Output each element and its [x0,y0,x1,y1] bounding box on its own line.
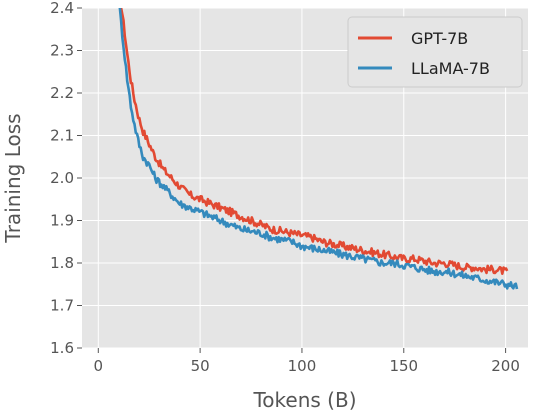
legend-label-llama-7b: LLaMA-7B [411,59,490,78]
y-tick-label: 2.4 [50,0,74,17]
grid [82,7,528,349]
y-axis-label: Training Loss [1,113,25,243]
y-tick-label: 1.8 [50,254,74,272]
y-tick-label: 2.1 [50,127,74,145]
x-axis-label: Tokens (B) [252,388,356,412]
legend: GPT-7B LLaMA-7B [347,16,523,88]
x-tick-label: 200 [491,357,520,375]
y-tick-label: 1.6 [50,339,74,357]
series-lines [118,8,519,290]
x-ticks: 0 50 100 150 200 [94,348,520,375]
y-tick-label: 1.7 [50,297,74,315]
series-line-llama-7b [118,8,519,290]
y-tick-label: 1.9 [50,212,74,230]
y-tick-label: 2.0 [50,169,74,187]
x-tick-label: 50 [191,357,210,375]
x-tick-label: 100 [288,357,317,375]
legend-label-gpt-7b: GPT-7B [411,29,468,48]
y-tick-label: 2.3 [50,42,74,60]
y-ticks: 1.6 1.7 1.8 1.9 2.0 2.1 2.2 2.3 2.4 [50,0,82,357]
series-line-gpt-7b [119,8,509,276]
y-tick-label: 2.2 [50,84,74,102]
x-tick-label: 150 [389,357,418,375]
x-tick-label: 0 [94,357,104,375]
